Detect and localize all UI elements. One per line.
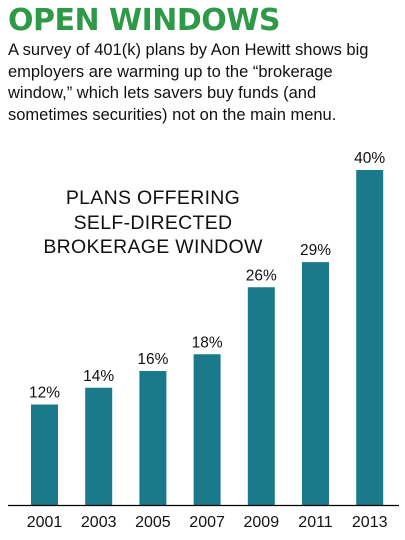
value-label-2011: 29%: [300, 242, 331, 259]
bar-2007: [193, 354, 221, 505]
value-label-2003: 14%: [83, 368, 114, 385]
bar-2009: [247, 287, 275, 505]
headline: OPEN WINDOWS: [8, 3, 281, 38]
bar-2011: [302, 262, 329, 505]
value-label-2007: 18%: [192, 334, 223, 351]
x-tick-label-2001: 2001: [27, 514, 63, 531]
bar-2001: [31, 404, 58, 505]
x-tick-label-2009: 2009: [244, 514, 280, 531]
value-label-2001: 12%: [29, 385, 60, 402]
chart-title-line-2: SELF-DIRECTED: [73, 211, 233, 234]
chart-title-line-3: BROKERAGE WINDOW: [43, 236, 263, 258]
x-tick-label-2011: 2011: [298, 514, 333, 531]
bar-2003: [85, 387, 113, 505]
chart-title-line-1: PLANS OFFERING: [65, 187, 241, 209]
x-tick-label-2003: 2003: [81, 514, 117, 531]
deck-text: A survey of 401(k) plans by Aon Hewitt s…: [8, 41, 369, 124]
chart-title: PLANS OFFERING SELF-DIRECTED BROKERAGE W…: [8, 186, 298, 260]
tick-labels-layer: 2001 2003 2005 2007 2009 2011 2013: [27, 514, 388, 531]
value-label-2013: 40%: [354, 150, 385, 167]
value-label-2009: 26%: [246, 267, 277, 284]
x-tick-label-2013: 2013: [352, 514, 388, 531]
bar-2013: [356, 170, 384, 505]
value-label-2005: 16%: [137, 351, 168, 368]
bars-layer: [31, 170, 384, 505]
bar-2005: [139, 371, 167, 505]
x-tick-label-2005: 2005: [135, 514, 171, 531]
x-tick-label-2007: 2007: [189, 514, 225, 531]
value-labels-layer: 12% 14% 16% 18% 26% 29% 40%: [29, 150, 385, 402]
